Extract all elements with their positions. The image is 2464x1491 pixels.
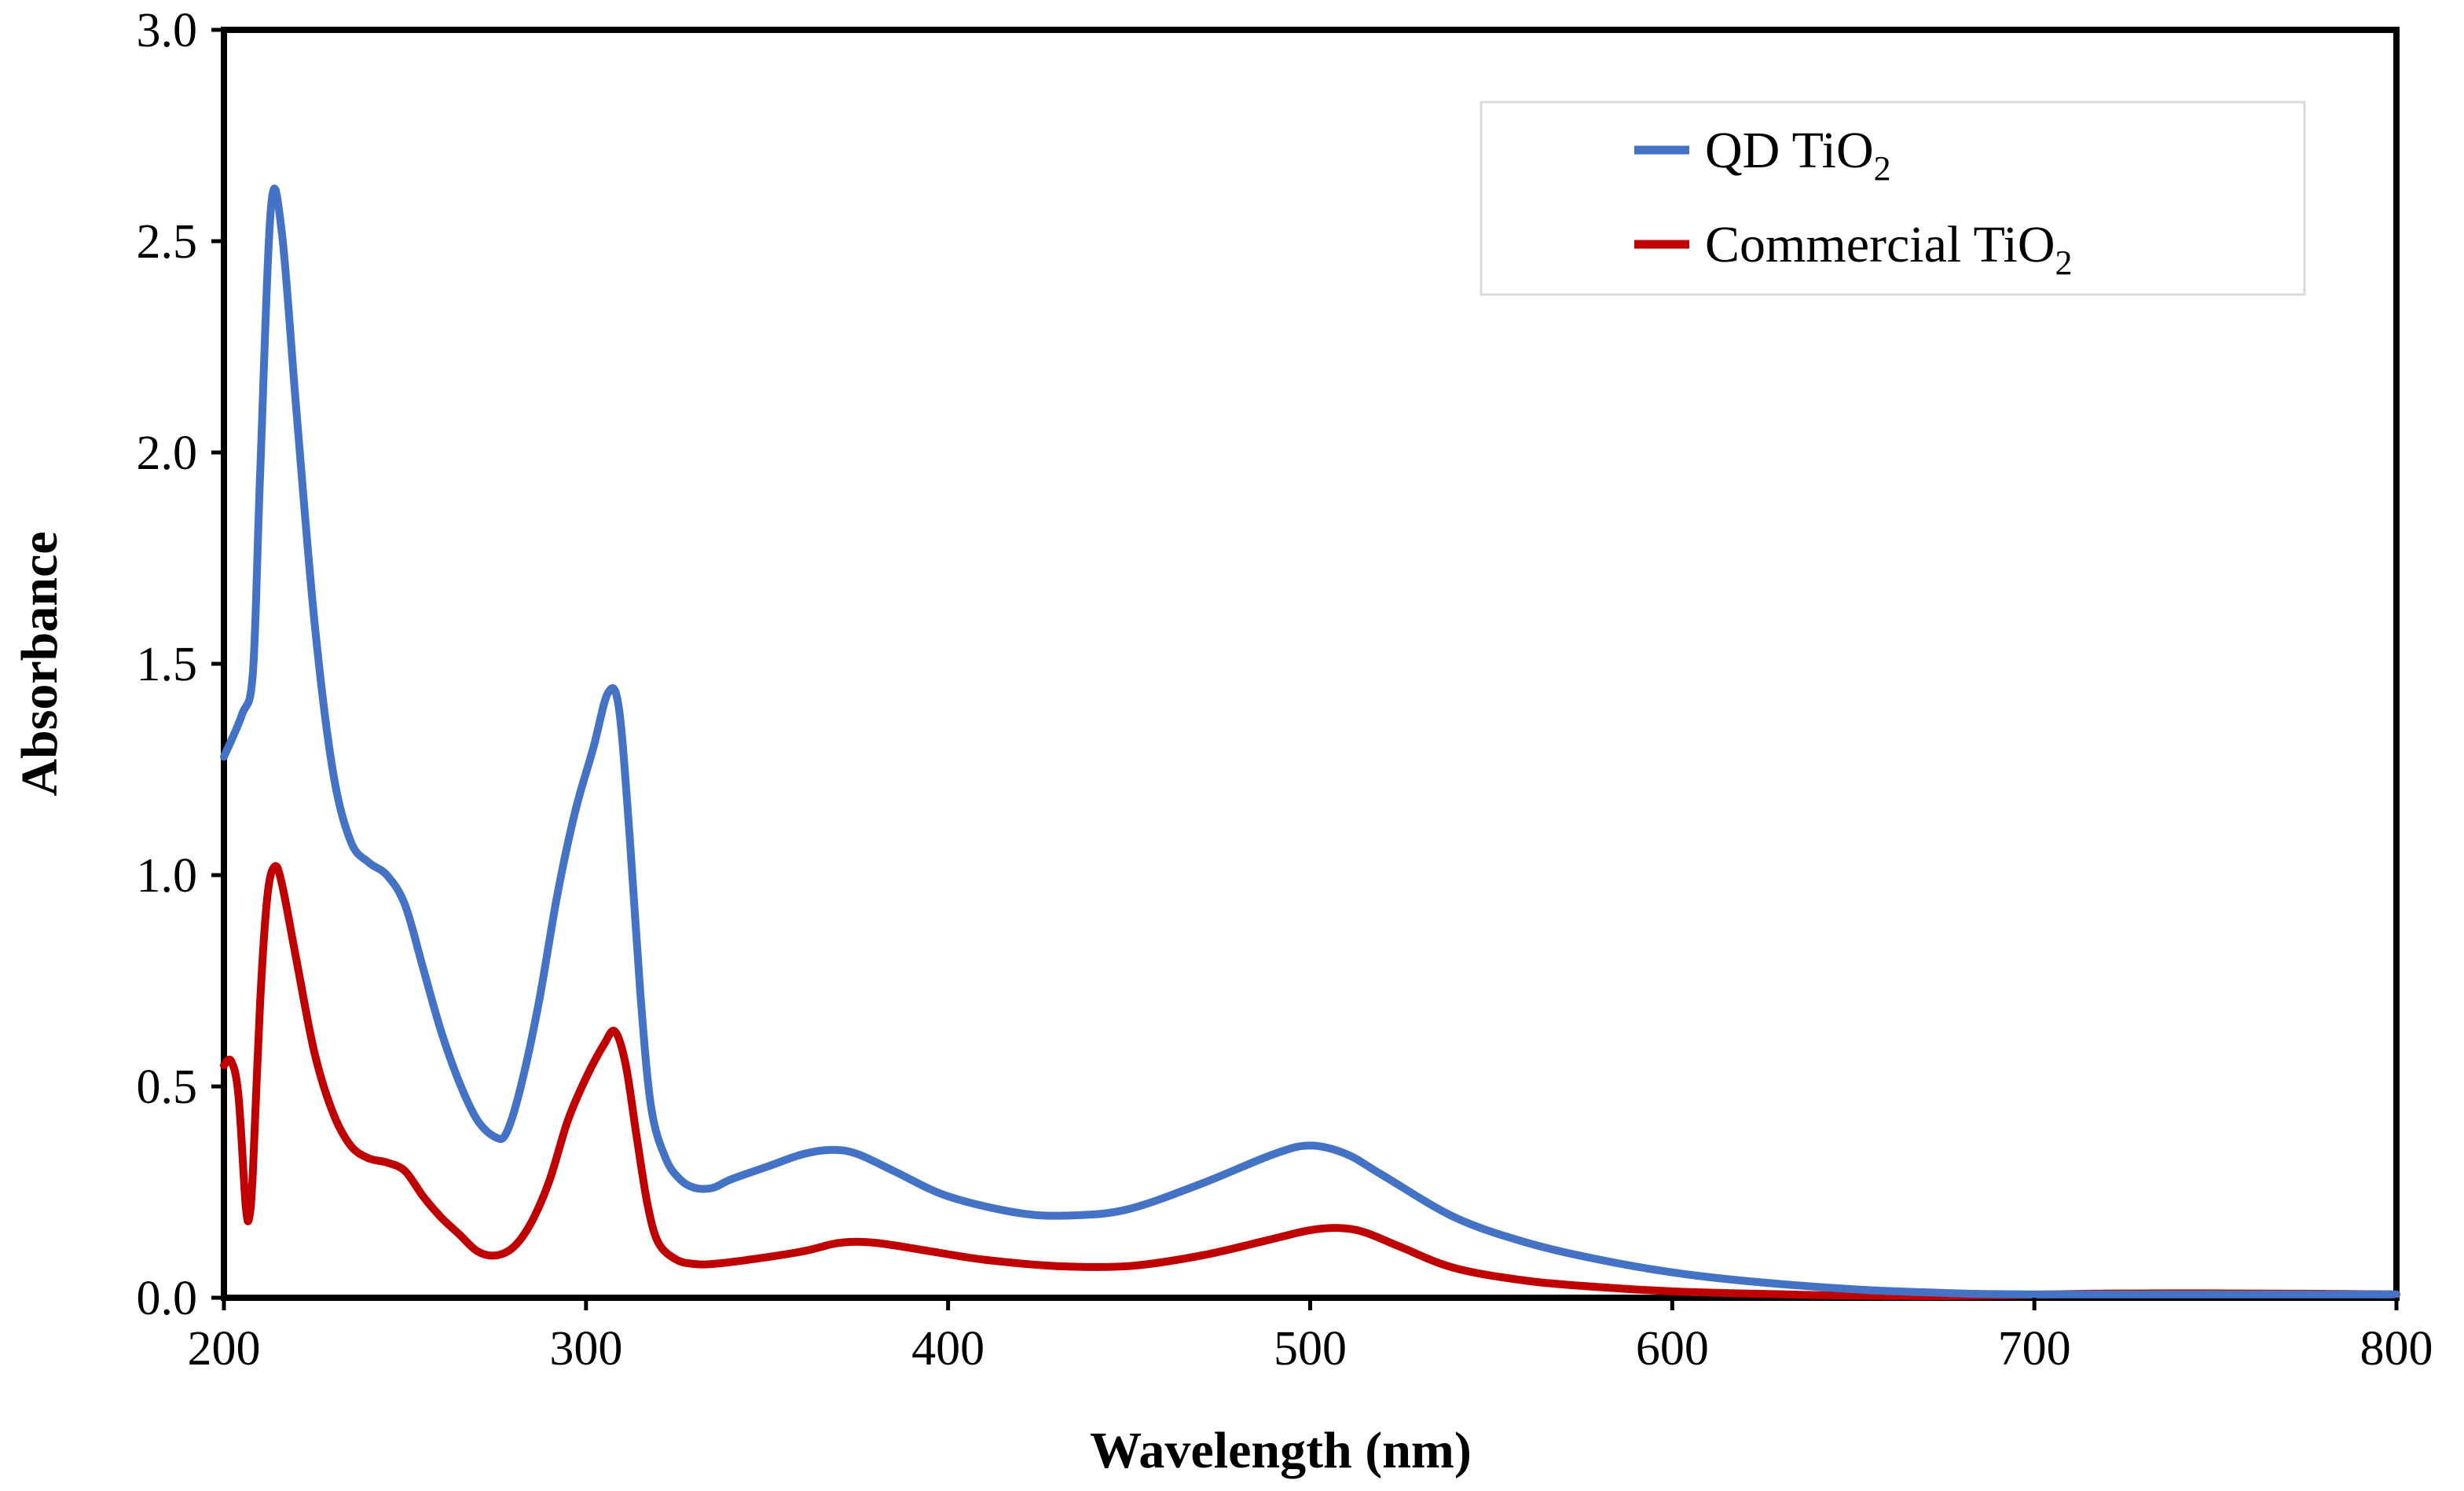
series-line-commercial-tio2 [220, 862, 2400, 1301]
series-layer [220, 185, 2400, 1301]
y-axis-title: Absorbance [11, 531, 68, 796]
x-tick-label: 600 [1636, 1322, 1709, 1376]
series-line-qd-tio2 [220, 185, 2400, 1299]
x-tick-label: 700 [1998, 1322, 2071, 1376]
y-tick-label: 0.0 [137, 1272, 198, 1325]
y-tick-label: 3.0 [137, 4, 198, 57]
y-tick-label: 1.5 [137, 638, 198, 691]
y-tick-label: 2.0 [137, 427, 198, 480]
legend-label-commercial-main: Commercial TiO [1705, 216, 2055, 273]
x-tick-label: 800 [2360, 1322, 2433, 1376]
x-tick-label: 400 [911, 1322, 984, 1376]
y-tick-label: 0.5 [137, 1061, 198, 1114]
legend-label-qd-sub: 2 [1874, 149, 1891, 188]
y-tick-label: 2.5 [137, 215, 198, 269]
x-axis-ticks: 200 300 400 500 600 700 800 [188, 1298, 2433, 1376]
legend: QD TiO2 Commercial TiO2 [1480, 101, 2306, 296]
y-axis-ticks: 0.0 0.5 1.0 1.5 2.0 2.5 3.0 [137, 4, 224, 1325]
legend-label-commercial: Commercial TiO2 [1705, 216, 2073, 282]
legend-label-qd: QD TiO2 [1705, 122, 1891, 188]
x-tick-label: 500 [1274, 1322, 1347, 1376]
y-tick-label: 1.0 [137, 849, 198, 903]
x-axis-title: Wavelength (nm) [1090, 1422, 1472, 1479]
x-tick-label: 300 [549, 1322, 622, 1376]
x-tick-label: 200 [188, 1322, 261, 1376]
legend-box [1480, 101, 2306, 296]
legend-label-commercial-sub: 2 [2055, 244, 2073, 282]
legend-label-qd-main: QD TiO [1705, 122, 1874, 179]
